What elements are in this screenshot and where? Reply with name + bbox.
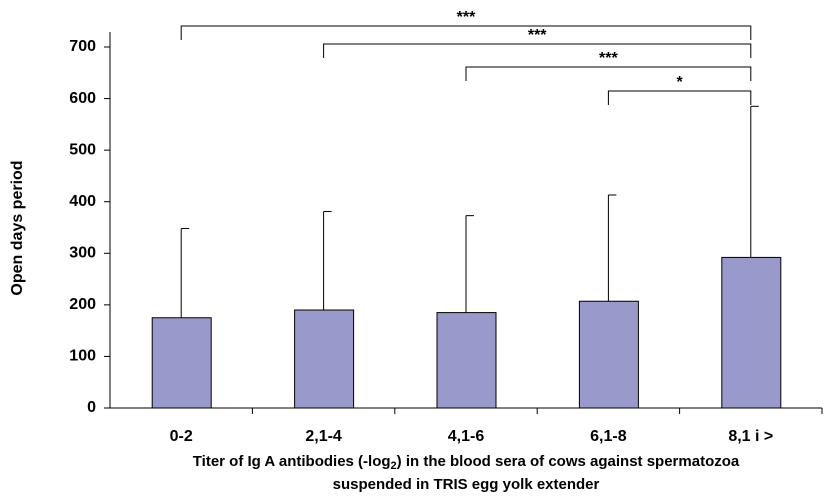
x-tick-label: 0-2: [170, 428, 193, 445]
bar: [294, 309, 355, 409]
significance-label: *: [676, 74, 683, 91]
y-tick-label: 0: [87, 399, 96, 416]
y-tick-label: 500: [69, 141, 96, 158]
significance-bracket: [180, 25, 752, 40]
significance-bracket: [323, 43, 752, 58]
x-tick-label: 8,1 i >: [728, 428, 773, 445]
y-tick-label: 400: [69, 193, 96, 210]
bar: [578, 300, 639, 409]
significance-label: ***: [599, 50, 618, 67]
y-axis-label: Open days period: [9, 160, 26, 295]
x-label-subscript: 2: [391, 460, 397, 472]
x-tick-label: 4,1-6: [448, 428, 485, 445]
x-label-part: Titer of Ig A antibodies (-log: [193, 453, 391, 470]
bar: [151, 317, 212, 409]
significance-bracket: [465, 66, 752, 81]
x-axis-label: Titer of Ig A antibodies (-log2) in the …: [193, 453, 740, 472]
significance-bracket: [607, 90, 752, 105]
y-tick-label: 200: [69, 296, 96, 313]
bar: [721, 256, 782, 409]
significance-label: ***: [528, 27, 547, 44]
y-tick-label: 100: [69, 348, 96, 365]
y-tick-label: 600: [69, 90, 96, 107]
x-axis-label: suspended in TRIS egg yolk extender: [333, 476, 600, 493]
x-tick-label: 2,1-4: [305, 428, 342, 445]
bar: [436, 312, 497, 409]
y-tick-label: 700: [69, 38, 96, 55]
significance-label: ***: [457, 9, 476, 26]
x-tick-label: 6,1-8: [590, 428, 627, 445]
y-tick-label: 300: [69, 245, 96, 262]
x-label-part: ) in the blood sera of cows against sper…: [397, 453, 740, 470]
